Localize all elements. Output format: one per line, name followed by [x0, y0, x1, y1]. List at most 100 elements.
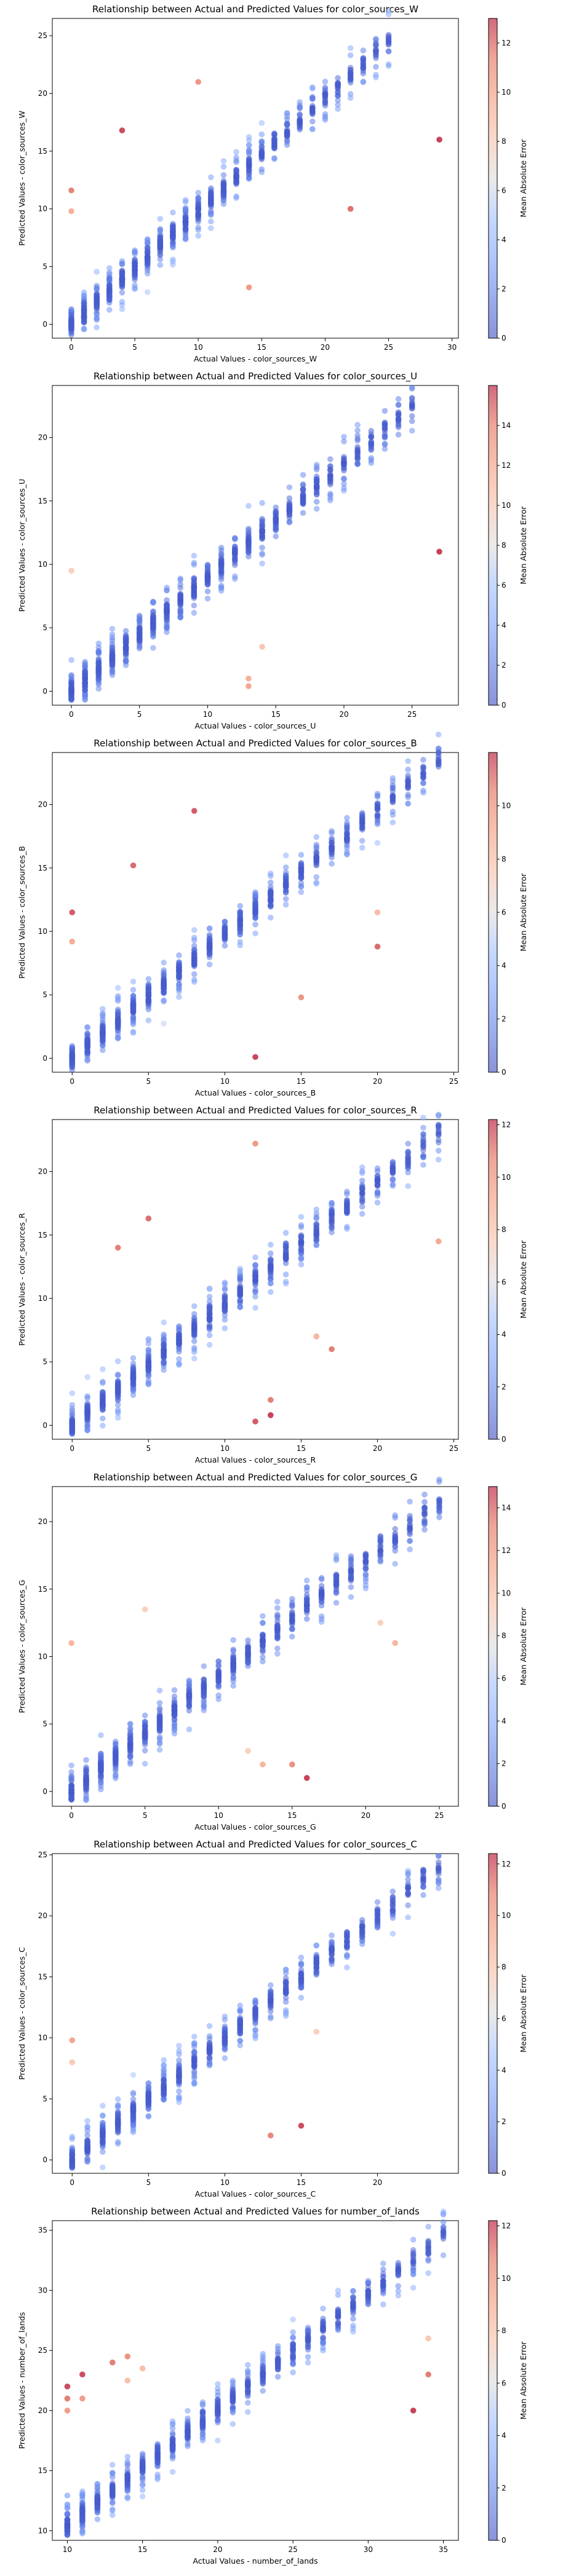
- scatter-point: [341, 488, 347, 494]
- scatter-point: [156, 1716, 163, 1722]
- scatter-point: [313, 853, 320, 860]
- scatter-point: [122, 657, 129, 664]
- scatter-point: [282, 896, 289, 902]
- scatter-point: [360, 47, 367, 53]
- scatter-point: [145, 2098, 152, 2104]
- scatter-point: [114, 1034, 121, 1041]
- scatter-point: [233, 167, 239, 173]
- scatter-point: [156, 1736, 163, 1742]
- scatter-point: [268, 873, 274, 879]
- scatter-point: [436, 1514, 442, 1520]
- colorbar-tick-label: 2: [501, 1014, 506, 1023]
- scatter-point: [164, 601, 170, 608]
- scatter-point: [237, 942, 243, 949]
- scatter-point: [161, 988, 167, 995]
- scatter-point: [374, 804, 381, 810]
- scatter-point: [114, 1389, 121, 1396]
- scatter-point: [395, 396, 402, 402]
- scatter-point: [335, 75, 341, 81]
- scatter-point: [130, 998, 137, 1005]
- x-tick-label: 25: [407, 710, 417, 719]
- scatter-point: [420, 1161, 426, 1168]
- scatter-point: [259, 533, 265, 539]
- outlier-point: [374, 943, 381, 950]
- scatter-point: [435, 1147, 442, 1154]
- scatter-point: [313, 499, 320, 505]
- y-tick-label: 25: [38, 31, 47, 40]
- scatter-point: [132, 267, 138, 273]
- scatter-point: [114, 1358, 121, 1365]
- y-tick-label: 0: [42, 687, 47, 695]
- chart-title: Relationship between Actual and Predicte…: [94, 1472, 418, 1484]
- scatter-point: [81, 325, 87, 332]
- scatter-point: [113, 1741, 119, 1748]
- scatter-point: [300, 492, 306, 498]
- scatter-point: [83, 1795, 89, 1801]
- scatter-point: [246, 548, 252, 555]
- scatter-point: [407, 1498, 413, 1505]
- scatter-point: [282, 901, 289, 908]
- scatter-point: [204, 574, 211, 580]
- x-tick-label: 30: [447, 343, 457, 352]
- scatter-point: [81, 307, 87, 314]
- x-tick-label: 25: [449, 1444, 458, 1453]
- scatter-point: [109, 649, 116, 656]
- scatter-point: [218, 556, 225, 563]
- scatter-point: [98, 1754, 104, 1760]
- scatter-point: [68, 657, 74, 663]
- scatter-point: [106, 307, 113, 313]
- scatter-point: [298, 1247, 305, 1254]
- scatter-point: [282, 1230, 289, 1236]
- scatter-point: [84, 2125, 90, 2131]
- scatter-point: [354, 422, 361, 428]
- scatter-point: [69, 1428, 76, 1434]
- scatter-point: [130, 1364, 137, 1370]
- scatter-point: [252, 1262, 258, 1268]
- scatter-point: [374, 1190, 381, 1196]
- scatter-point: [389, 799, 396, 805]
- scatter-point: [145, 1340, 152, 1347]
- scatter-point: [362, 1565, 369, 1572]
- scatter-point: [81, 312, 87, 319]
- scatter-point: [230, 1683, 236, 1689]
- scatter-point: [130, 2072, 137, 2078]
- scatter-point: [420, 773, 426, 780]
- scatter-point: [392, 1560, 398, 1567]
- scatter-point: [114, 2118, 121, 2124]
- scatter-point: [344, 830, 350, 837]
- scatter-point: [201, 1702, 207, 1709]
- scatter-point: [284, 121, 290, 127]
- scatter-point: [69, 1061, 76, 1068]
- scatter-point: [83, 1778, 89, 1784]
- scatter-point: [68, 1785, 74, 1792]
- scatter-point: [119, 282, 126, 288]
- scatter-point: [157, 262, 164, 268]
- scatter-point: [252, 914, 258, 921]
- scatter-point: [106, 276, 113, 283]
- scatter-point: [374, 812, 381, 819]
- scatter-point: [377, 1543, 384, 1550]
- scatter-point: [119, 260, 126, 267]
- scatter-point: [318, 1616, 325, 1622]
- scatter-point: [313, 505, 320, 512]
- chart-panel-5: Relationship between Actual and Predicte…: [17, 1472, 528, 1831]
- x-tick-label: 0: [69, 343, 74, 352]
- scatter-point: [84, 2156, 90, 2163]
- scatter-point: [405, 776, 411, 783]
- scatter-point: [245, 1657, 251, 1664]
- scatter-point: [258, 152, 265, 159]
- scatter-point: [177, 592, 183, 599]
- scatter-point: [300, 510, 306, 516]
- outlier-point: [298, 994, 305, 1001]
- scatter-point: [309, 126, 316, 132]
- scatter-point: [182, 236, 189, 242]
- scatter-point: [409, 401, 415, 408]
- scatter-point: [420, 1124, 426, 1131]
- scatter-point: [176, 1361, 182, 1367]
- scatter-point: [268, 914, 274, 921]
- scatter-point: [274, 1627, 281, 1634]
- scatter-point: [164, 614, 170, 620]
- scatter-point: [69, 1390, 76, 1397]
- chart-panel-3: Relationship between Actual and Predicte…: [17, 731, 528, 1097]
